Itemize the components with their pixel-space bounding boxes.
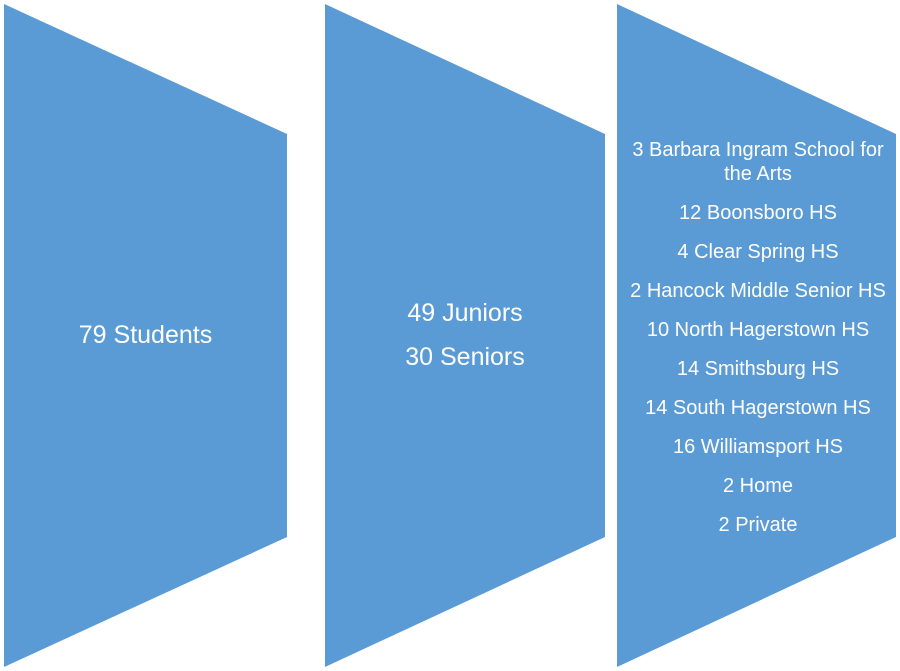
juniors-label: 49 Juniors: [407, 299, 523, 327]
school-item: 16 Williamsport HS: [672, 435, 844, 458]
school-item: 14 South Hagerstown HS: [645, 396, 871, 419]
chevron-step-1: [4, 4, 287, 667]
seniors-label: 30 Seniors: [405, 343, 525, 371]
chevron-step-2: [325, 4, 605, 667]
school-item: 2 Hancock Middle Senior HS: [630, 279, 886, 302]
school-item: 10 North Hagerstown HS: [646, 318, 870, 341]
school-item: 12 Boonsboro HS: [679, 201, 837, 224]
step-1-text: 79 Students: [4, 290, 287, 380]
school-item: 2 Private: [718, 513, 798, 536]
school-item: 14 Smithsburg HS: [676, 357, 840, 380]
step-2-text: 49 Juniors 30 Seniors: [325, 285, 605, 385]
chevron-step-3: [617, 4, 896, 667]
school-item: 2 Home: [722, 474, 794, 497]
step-3-school-list: 3 Barbara Ingram School for the Arts 12 …: [628, 122, 888, 552]
total-students-label: 79 Students: [78, 320, 213, 349]
school-item: 3 Barbara Ingram School for the Arts: [632, 138, 884, 185]
school-item: 4 Clear Spring HS: [677, 240, 839, 263]
